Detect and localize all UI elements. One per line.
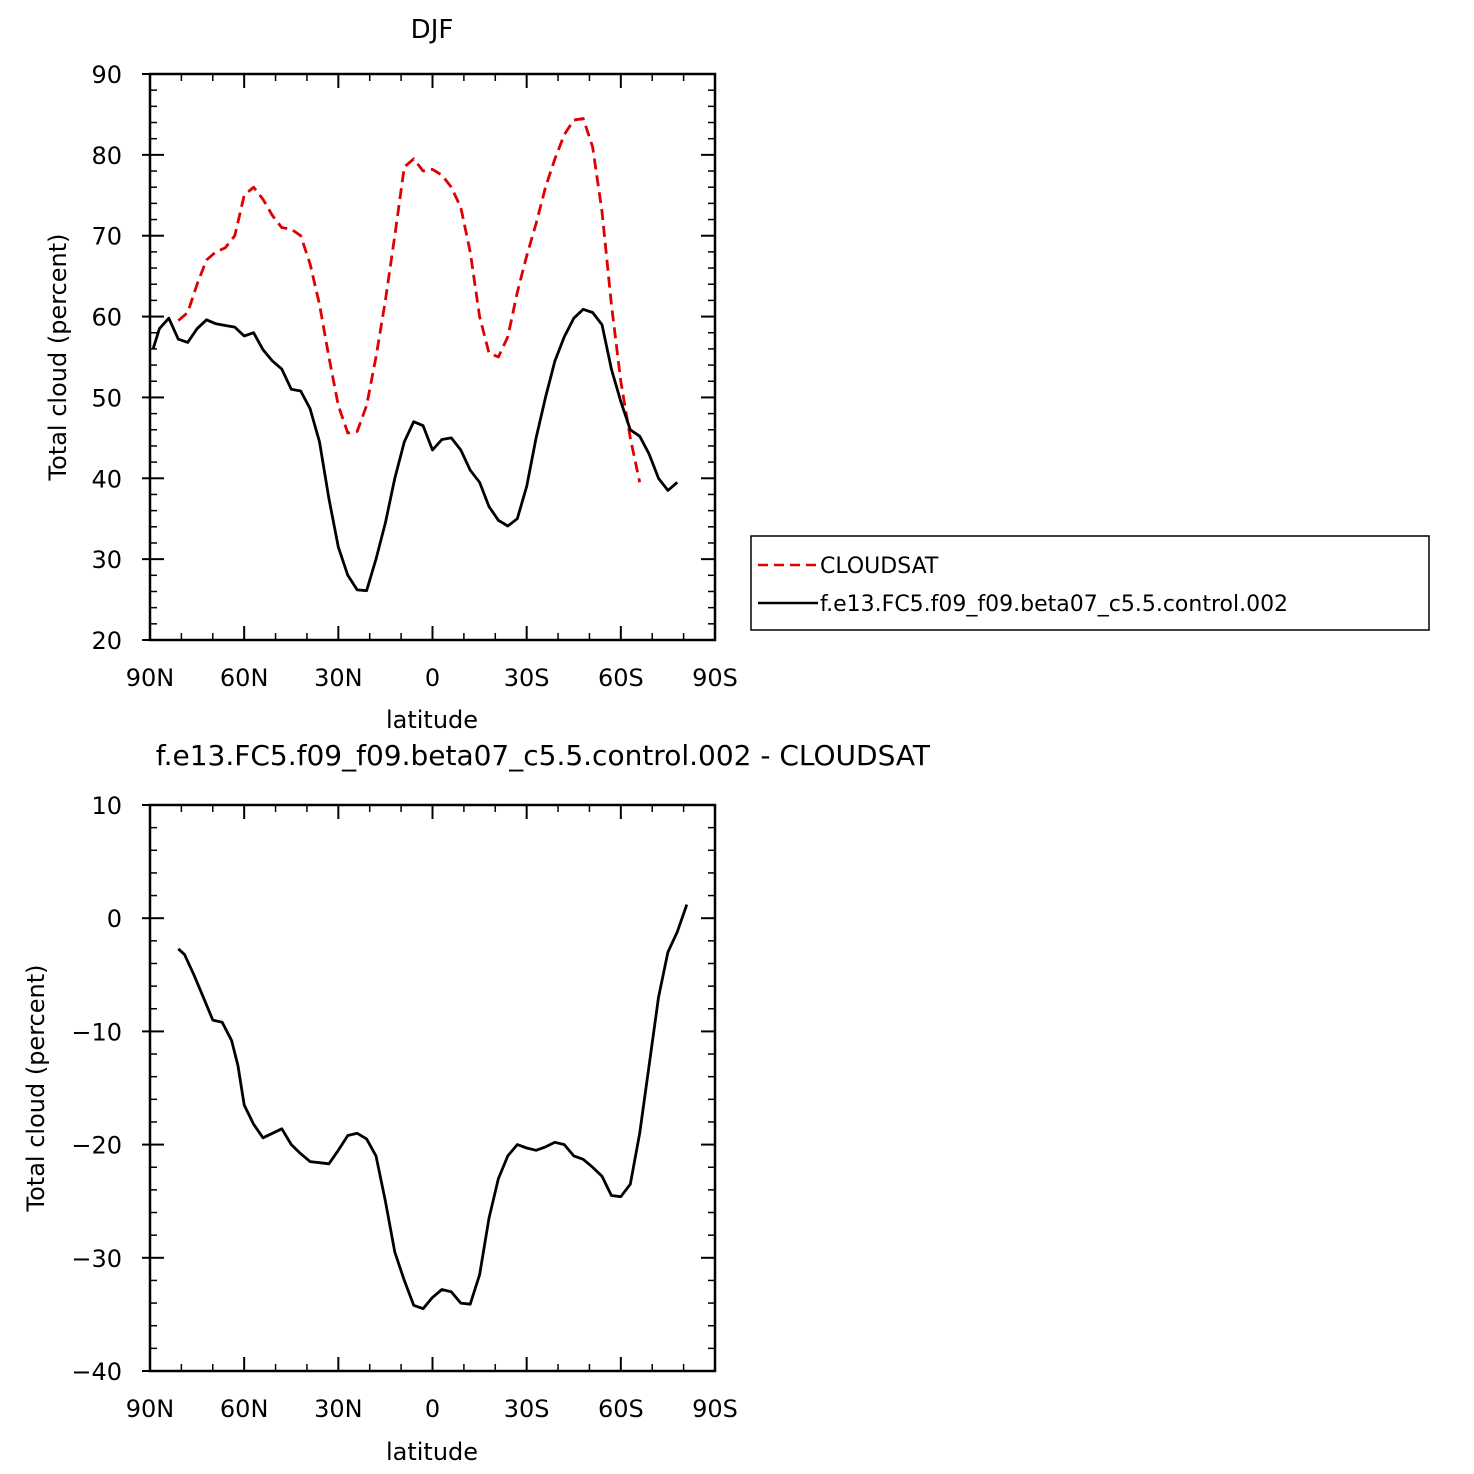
x-tick-label: 90N (126, 664, 175, 692)
x-tick-label: 30S (504, 1395, 550, 1423)
top-chart-title: DJF (411, 15, 454, 45)
top-x-axis-label: latitude (386, 706, 478, 734)
y-tick-label: 40 (91, 465, 122, 493)
top-axis-ticks (142, 73, 716, 641)
x-tick-label: 60N (220, 664, 269, 692)
top-plot-frame (148, 72, 717, 642)
bottom-axis-ticks (142, 804, 716, 1372)
legend-box (750, 535, 1430, 631)
bottom-chart-title: f.e13.FC5.f09_f09.beta07_c5.5.control.00… (156, 739, 931, 772)
x-tick-label: 30S (504, 664, 550, 692)
bottom-y-tick-labels: 10 0 −10 −20 −30 −40 (71, 792, 122, 1386)
top-x-tick-labels: 90N 60N 30N 0 30S 60S 90S (126, 664, 738, 692)
y-tick-label: 60 (91, 304, 122, 332)
x-tick-label: 30N (314, 1395, 363, 1423)
top-y-axis-label: Total cloud (percent) (44, 234, 72, 482)
x-tick-label: 0 (425, 664, 440, 692)
x-tick-label: 90N (126, 1395, 175, 1423)
legend-label-model: f.e13.FC5.f09_f09.beta07_c5.5.control.00… (820, 592, 1288, 617)
x-tick-label: 0 (425, 1395, 440, 1423)
x-tick-label: 60S (598, 664, 644, 692)
y-tick-label: −10 (71, 1018, 122, 1046)
x-tick-label: 60N (220, 1395, 269, 1423)
y-tick-label: −20 (71, 1132, 122, 1160)
series-line-f-e13-fc5-f09-f09-beta07-c5-5-control-002 (151, 307, 679, 593)
top-chart: DJF 90N 60N 30N 0 30S 60S 90S 90 80 70 60 50 40 30 20… (44, 15, 738, 734)
y-tick-label: 20 (91, 627, 122, 655)
y-tick-label: 10 (91, 792, 122, 820)
bottom-chart: f.e13.FC5.f09_f09.beta07_c5.5.control.00… (22, 739, 931, 1466)
series-line-0 (177, 904, 689, 1311)
y-tick-label: −30 (71, 1245, 122, 1273)
y-tick-label: 50 (91, 384, 122, 412)
y-tick-label: 90 (91, 61, 122, 89)
series-line-cloudsat (177, 117, 642, 483)
bottom-plot-frame (148, 803, 717, 1373)
legend-label-cloudsat: CLOUDSAT (820, 554, 939, 579)
y-tick-label: 30 (91, 546, 122, 574)
x-tick-label: 90S (692, 1395, 738, 1423)
top-y-tick-labels: 90 80 70 60 50 40 30 20 (91, 61, 122, 655)
y-tick-label: 70 (91, 223, 122, 251)
bottom-y-axis-label: Total cloud (percent) (22, 965, 50, 1213)
y-tick-label: −40 (71, 1358, 122, 1386)
bottom-x-tick-labels: 90N 60N 30N 0 30S 60S 90S (126, 1395, 738, 1423)
y-tick-label: 0 (107, 905, 122, 933)
x-tick-label: 60S (598, 1395, 644, 1423)
legend: CLOUDSAT f.e13.FC5.f09_f09.beta07_c5.5.c… (750, 535, 1430, 631)
x-tick-label: 30N (314, 664, 363, 692)
y-tick-label: 80 (91, 142, 122, 170)
x-tick-label: 90S (692, 664, 738, 692)
top-series-lines (151, 117, 679, 593)
bottom-x-axis-label: latitude (386, 1438, 478, 1466)
bottom-series-lines (177, 904, 689, 1311)
